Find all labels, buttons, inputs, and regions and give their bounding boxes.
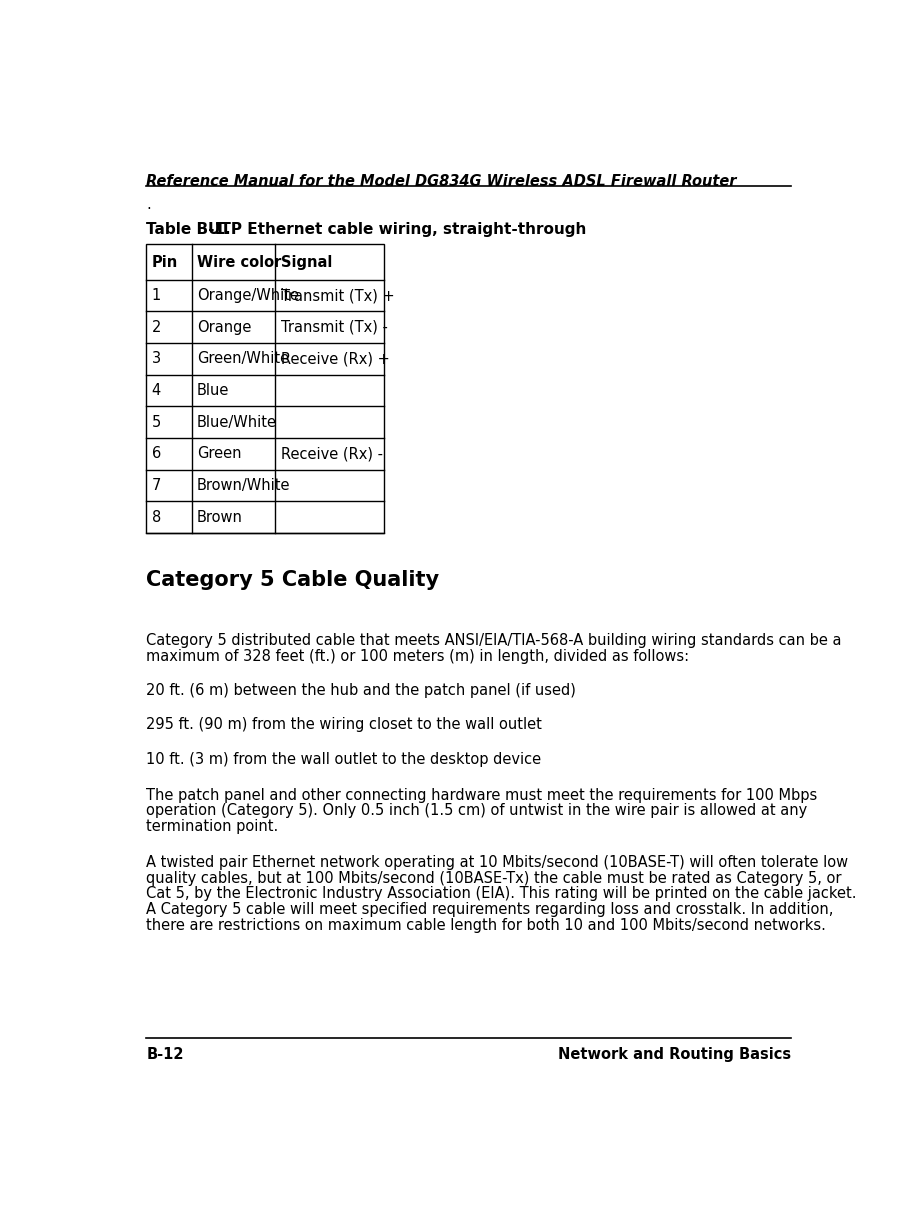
Text: Pin: Pin [151, 255, 178, 269]
Text: operation (Category 5). Only 0.5 inch (1.5 cm) of untwist in the wire pair is al: operation (Category 5). Only 0.5 inch (1… [146, 803, 807, 818]
Text: 1: 1 [151, 289, 161, 303]
Text: Receive (Rx) -: Receive (Rx) - [281, 446, 383, 461]
Text: 4: 4 [151, 383, 161, 397]
Text: A twisted pair Ethernet network operating at 10 Mbits/second (10BASE-T) will oft: A twisted pair Ethernet network operatin… [146, 855, 848, 870]
Text: 5: 5 [151, 414, 161, 430]
Text: Cat 5, by the Electronic Industry Association (EIA). This rating will be printed: Cat 5, by the Electronic Industry Associ… [146, 887, 857, 901]
Text: Category 5 Cable Quality: Category 5 Cable Quality [146, 570, 440, 590]
Text: Transmit (Tx) -: Transmit (Tx) - [281, 320, 387, 335]
Text: .: . [146, 197, 150, 213]
Text: Receive (Rx) +: Receive (Rx) + [281, 352, 389, 366]
Text: Blue/White: Blue/White [197, 414, 278, 430]
Text: 7: 7 [151, 478, 161, 493]
Text: maximum of 328 feet (ft.) or 100 meters (m) in length, divided as follows:: maximum of 328 feet (ft.) or 100 meters … [146, 649, 689, 664]
Text: 10 ft. (3 m) from the wall outlet to the desktop device: 10 ft. (3 m) from the wall outlet to the… [146, 751, 542, 767]
Text: Signal: Signal [281, 255, 332, 269]
Text: quality cables, but at 100 Mbits/second (10BASE-Tx) the cable must be rated as C: quality cables, but at 100 Mbits/second … [146, 871, 842, 885]
Text: there are restrictions on maximum cable length for both 10 and 100 Mbits/second : there are restrictions on maximum cable … [146, 918, 826, 933]
Text: Blue: Blue [197, 383, 230, 397]
Text: Wire color: Wire color [197, 255, 281, 269]
Text: 3: 3 [151, 352, 161, 366]
Text: A Category 5 cable will meet specified requirements regarding loss and crosstalk: A Category 5 cable will meet specified r… [146, 902, 833, 917]
Text: Table B-1.: Table B-1. [146, 222, 231, 237]
Text: Orange: Orange [197, 320, 251, 335]
Text: 295 ft. (90 m) from the wiring closet to the wall outlet: 295 ft. (90 m) from the wiring closet to… [146, 718, 542, 732]
Text: 20 ft. (6 m) between the hub and the patch panel (if used): 20 ft. (6 m) between the hub and the pat… [146, 684, 576, 698]
Text: UTP Ethernet cable wiring, straight-through: UTP Ethernet cable wiring, straight-thro… [207, 222, 586, 237]
Text: 8: 8 [151, 510, 161, 524]
Text: Orange/White: Orange/White [197, 289, 299, 303]
Text: Category 5 distributed cable that meets ANSI/EIA/TIA-568-A building wiring stand: Category 5 distributed cable that meets … [146, 633, 842, 649]
Text: The patch panel and other connecting hardware must meet the requirements for 100: The patch panel and other connecting har… [146, 788, 817, 802]
Text: termination point.: termination point. [146, 819, 278, 834]
Text: Transmit (Tx) +: Transmit (Tx) + [281, 289, 395, 303]
Bar [146, 244, 384, 533]
Text: Brown/White: Brown/White [197, 478, 291, 493]
Text: Network and Routing Basics: Network and Routing Basics [559, 1047, 791, 1062]
Text: Brown: Brown [197, 510, 243, 524]
Text: 2: 2 [151, 320, 161, 335]
Text: 6: 6 [151, 446, 161, 461]
Text: Green: Green [197, 446, 241, 461]
Text: Reference Manual for the Model DG834G Wireless ADSL Firewall Router: Reference Manual for the Model DG834G Wi… [146, 174, 737, 188]
Text: B-12: B-12 [146, 1047, 184, 1062]
Text: Green/White: Green/White [197, 352, 289, 366]
